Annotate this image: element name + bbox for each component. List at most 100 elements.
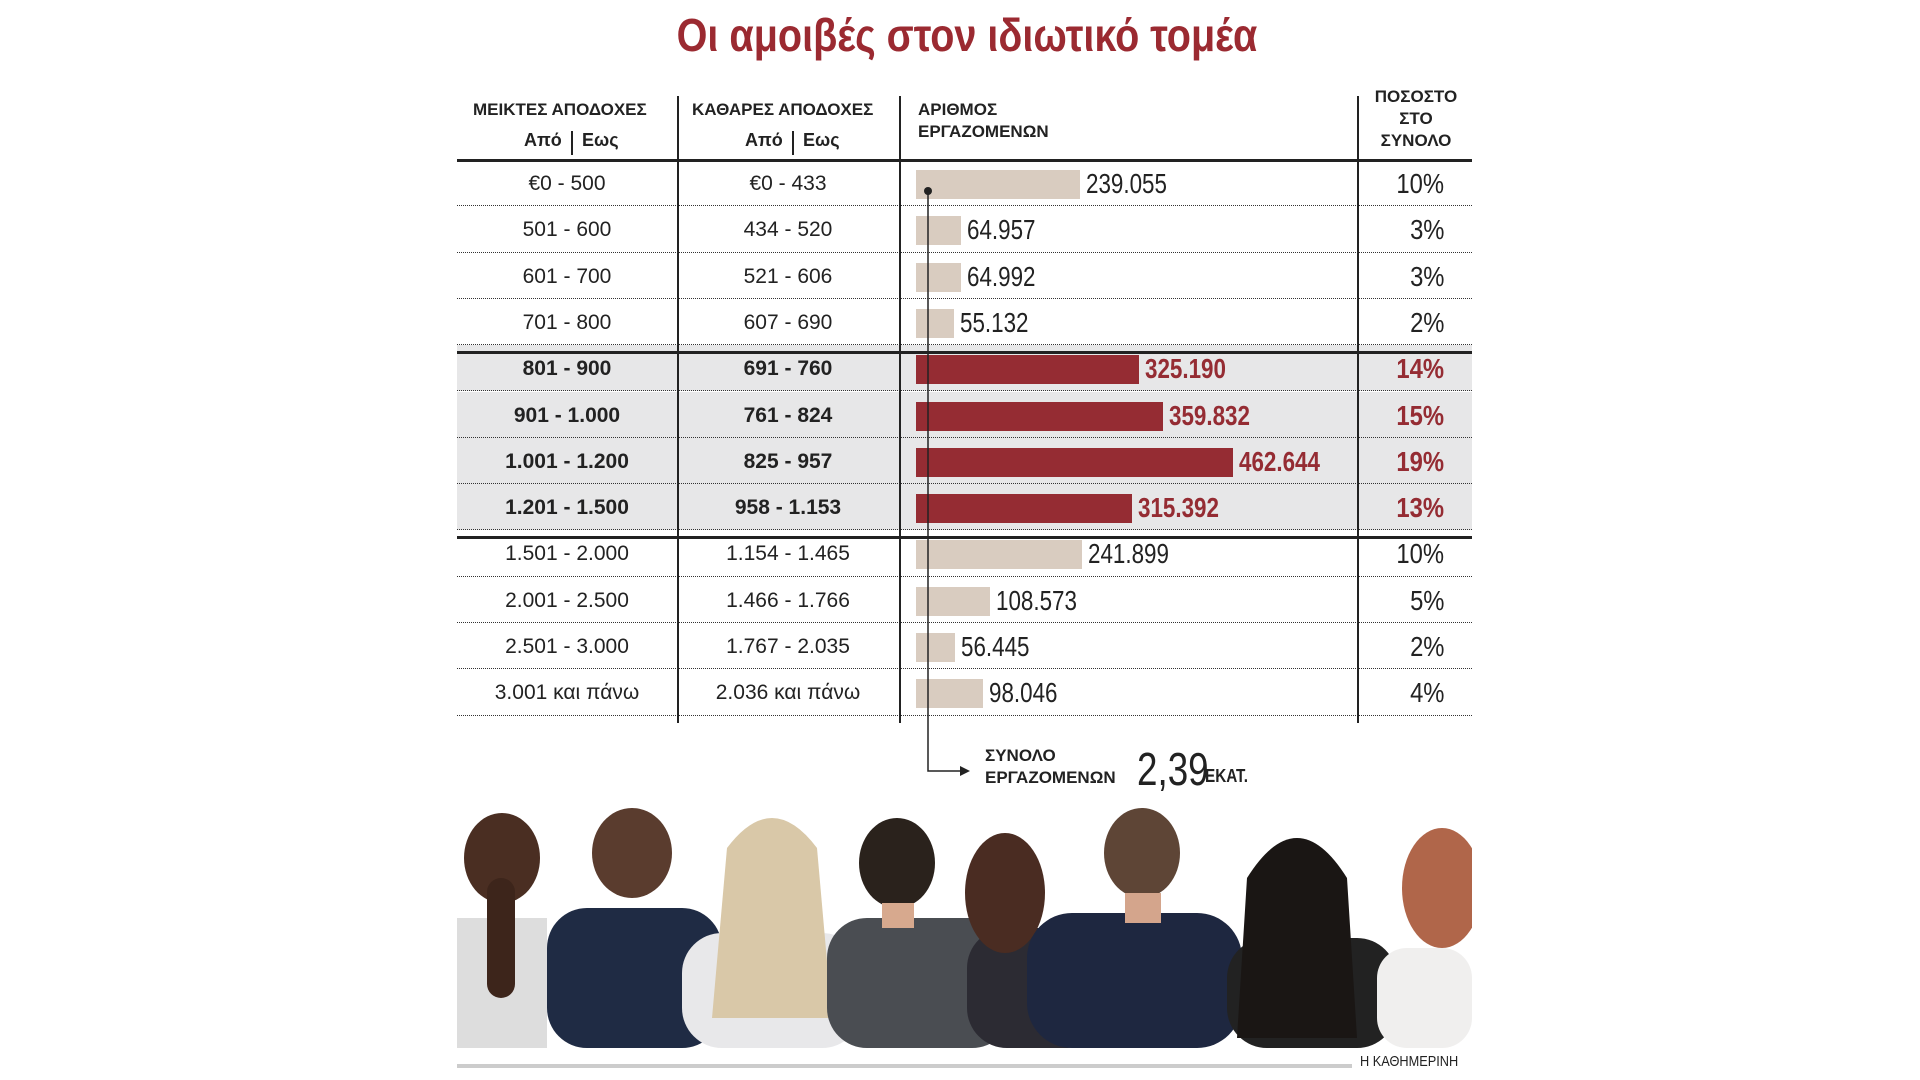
chart-title: Οι αμοιβές στον ιδιωτικό τομέα <box>676 9 1258 61</box>
workers-value: 315.392 <box>1138 492 1220 524</box>
workers-value: 64.957 <box>966 214 1036 246</box>
divider <box>571 131 573 155</box>
net-range: 434 - 520 <box>743 218 833 242</box>
header-gross-to: Εως <box>582 130 619 150</box>
workers-bar <box>916 401 1163 431</box>
workers-value: 98.046 <box>989 677 1058 709</box>
workers-value: 55.132 <box>959 306 1029 338</box>
workers-bar <box>916 633 955 662</box>
workers-bar <box>916 308 954 338</box>
net-range: 2.036 και πάνω <box>715 681 861 705</box>
percent-value: 3% <box>1409 214 1444 246</box>
gross-range: 1.201 - 1.500 <box>505 496 629 520</box>
net-range: 607 - 690 <box>743 310 833 334</box>
gross-range: 701 - 800 <box>522 310 612 334</box>
header-pct-3: ΣΥΝΟΛΟ <box>1380 131 1452 150</box>
header-pct-2: ΣΤΟ <box>1399 109 1433 128</box>
header-workers-1: ΑΡΙΘΜΟΣ <box>918 100 998 119</box>
person <box>1377 828 1472 1048</box>
total-unit: ΕΚΑΤ. <box>1205 766 1248 786</box>
gross-range: 501 - 600 <box>522 218 612 242</box>
net-range: 761 - 824 <box>743 403 833 427</box>
total-label-2: ΕΡΓΑΖΟΜΕΝΩΝ <box>985 768 1116 787</box>
table-row: 701 - 800 607 - 690 55.132 2% <box>457 299 1472 346</box>
header-pct-1: ΠΟΣΟΣΤΟ <box>1374 87 1458 106</box>
footer-rule <box>457 1064 1352 1068</box>
percent-value: 5% <box>1409 584 1444 616</box>
percent-value: 14% <box>1396 353 1444 385</box>
header-workers-2: ΕΡΓΑΖΟΜΕΝΩΝ <box>918 122 1049 141</box>
person <box>682 818 862 1048</box>
percent-value: 2% <box>1409 306 1444 338</box>
workers-value: 462.644 <box>1239 445 1320 477</box>
people-photo <box>457 808 1472 1048</box>
header-net-from: Από <box>745 130 783 150</box>
table-row: 1.201 - 1.500 958 - 1.153 315.392 13% <box>457 484 1472 531</box>
percent-value: 13% <box>1396 492 1444 524</box>
workers-bar <box>916 447 1233 477</box>
column-divider <box>1357 96 1359 723</box>
percent-value: 15% <box>1396 399 1444 431</box>
net-range: 521 - 606 <box>743 264 833 288</box>
gross-range: 1.501 - 2.000 <box>505 542 629 566</box>
workers-value: 239.055 <box>1085 168 1167 199</box>
column-divider <box>899 96 901 723</box>
column-divider <box>677 96 679 723</box>
percent-value: 10% <box>1396 538 1444 570</box>
gross-range: 901 - 1.000 <box>513 403 621 427</box>
net-range: €0 - 433 <box>749 172 827 195</box>
person <box>1027 808 1242 1048</box>
table-row: 2.501 - 3.000 1.767 - 2.035 56.445 2% <box>457 623 1472 670</box>
header-net-to: Εως <box>803 130 840 150</box>
percent-value: 3% <box>1409 260 1444 292</box>
net-range: 825 - 957 <box>743 449 833 473</box>
workers-bar <box>916 355 1139 385</box>
table-row: €0 - 500 €0 - 433 239.055 10% <box>457 160 1472 207</box>
gross-range: 2.001 - 2.500 <box>505 588 629 612</box>
header-gross-from: Από <box>524 130 562 150</box>
percent-value: 19% <box>1396 445 1444 477</box>
total-label-1: ΣΥΝΟΛΟ <box>985 746 1056 765</box>
gross-range: 601 - 700 <box>522 264 612 288</box>
gross-range: €0 - 500 <box>528 172 606 195</box>
header-net: ΚΑΘΑΡΕΣ ΑΠΟΔΟΧΕΣ <box>692 100 874 119</box>
highlight-rule-bottom <box>457 536 1472 539</box>
person <box>547 808 722 1048</box>
highlight-rule-top <box>457 351 1472 354</box>
table-row: 3.001 και πάνω 2.036 και πάνω 98.046 4% <box>457 669 1472 716</box>
net-range: 958 - 1.153 <box>734 496 842 520</box>
arrow-icon <box>960 766 970 776</box>
source-credit: Η ΚΑΘΗΜΕΡΙΝΗ <box>1360 1053 1459 1070</box>
table-row: 1.001 - 1.200 825 - 957 462.644 19% <box>457 437 1472 485</box>
net-range: 1.154 - 1.465 <box>726 542 850 566</box>
workers-value: 359.832 <box>1168 399 1250 431</box>
gross-range: 1.001 - 1.200 <box>505 449 629 473</box>
header-gross: ΜΕΙΚΤΕΣ ΑΠΟΔΟΧΕΣ <box>473 100 647 119</box>
connector-line <box>927 191 962 772</box>
header-rule <box>457 159 1472 162</box>
workers-value: 325.190 <box>1144 353 1226 385</box>
person <box>457 813 547 1048</box>
workers-bar <box>916 494 1133 524</box>
workers-value: 108.573 <box>996 584 1078 616</box>
divider <box>792 131 794 155</box>
gross-range: 801 - 900 <box>522 357 612 381</box>
gross-range: 2.501 - 3.000 <box>505 635 629 658</box>
workers-bar <box>916 540 1082 570</box>
net-range: 691 - 760 <box>743 357 833 381</box>
workers-value: 241.899 <box>1087 538 1169 570</box>
workers-bar <box>916 262 961 292</box>
percent-value: 10% <box>1396 168 1444 199</box>
workers-value: 64.992 <box>966 260 1036 292</box>
workers-bar <box>916 679 984 709</box>
percent-value: 2% <box>1409 631 1444 662</box>
table-row: 901 - 1.000 761 - 824 359.832 15% <box>457 391 1472 438</box>
net-range: 1.466 - 1.766 <box>726 588 850 612</box>
workers-bar <box>916 170 1080 199</box>
table-row: 501 - 600 434 - 520 64.957 3% <box>457 206 1472 253</box>
workers-bar <box>916 216 961 246</box>
net-range: 1.767 - 2.035 <box>726 635 850 658</box>
table-row: 601 - 700 521 - 606 64.992 3% <box>457 253 1472 299</box>
percent-value: 4% <box>1409 677 1444 709</box>
